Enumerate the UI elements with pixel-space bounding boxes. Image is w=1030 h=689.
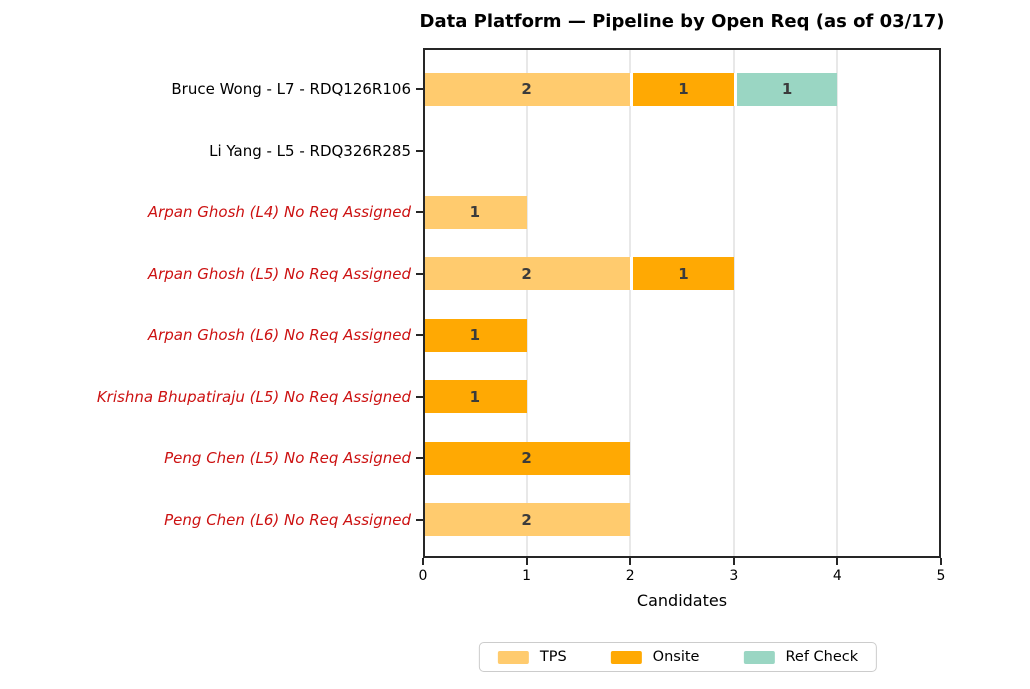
category-label: Krishna Bhupatiraju (L5) No Req Assigned <box>96 387 411 406</box>
y-tick-mark <box>416 395 423 398</box>
x-tick-label: 3 <box>729 568 739 584</box>
category-label: Bruce Wong - L7 - RDQ126R106 <box>171 80 411 98</box>
x-tick-label: 4 <box>832 568 842 584</box>
legend-swatch-icon <box>497 650 529 664</box>
x-tick-label: 1 <box>522 568 532 584</box>
y-tick-mark <box>416 518 423 521</box>
legend-item-onsite: Onsite <box>610 649 700 665</box>
x-tick-mark <box>940 558 942 565</box>
gridline <box>836 48 839 558</box>
bar-value-label: 1 <box>469 387 481 406</box>
x-tick-label: 0 <box>418 568 428 584</box>
bar-segment-ref-check: 1 <box>733 72 838 106</box>
bar-segment-onsite: 1 <box>630 72 734 106</box>
bar-segment-onsite: 1 <box>423 318 527 352</box>
legend-label: Ref Check <box>785 649 859 665</box>
x-tick-mark <box>836 558 839 565</box>
bar-row: 2 <box>423 441 941 475</box>
y-axis-labels: Bruce Wong - L7 - RDQ126R106 Li Yang - L5… <box>0 48 411 558</box>
bar-segment-tps: 1 <box>423 195 527 229</box>
bar-value-label: 1 <box>781 80 793 98</box>
legend-swatch-icon <box>610 650 642 664</box>
gridline <box>525 48 528 558</box>
x-tick-mark <box>629 558 632 565</box>
bar-row: 2 1 1 <box>423 72 941 106</box>
bar-row: 1 <box>423 318 941 352</box>
bar-segment-onsite: 1 <box>630 257 734 290</box>
bar-segment-tps: 2 <box>423 72 631 106</box>
bar-row: 1 <box>423 195 941 229</box>
x-axis-label: Candidates <box>636 591 728 610</box>
y-tick-mark <box>416 211 423 213</box>
bar-segment-tps: 2 <box>423 257 631 290</box>
chart-title: Data Platform — Pipeline by Open Req (as… <box>419 11 945 32</box>
category-label: Arpan Ghosh (L6) No Req Assigned <box>147 326 411 344</box>
category-label: Peng Chen (L5) No Req Assigned <box>164 449 411 467</box>
x-tick-mark <box>732 558 735 565</box>
bar-row: 1 <box>423 380 941 413</box>
gridline <box>629 48 632 558</box>
legend-item-tps: TPS <box>497 649 567 665</box>
y-tick-mark <box>416 457 423 459</box>
legend-label: TPS <box>539 649 567 665</box>
bar-row: 2 <box>423 503 941 536</box>
bar-value-label: 2 <box>521 510 532 529</box>
bar-value-label: 2 <box>521 449 532 467</box>
bar-value-label: 2 <box>521 264 532 283</box>
y-tick-mark <box>416 334 423 336</box>
y-tick-mark <box>416 149 423 152</box>
bar-segment-onsite: 2 <box>423 441 631 475</box>
bar-value-label: 1 <box>678 264 689 283</box>
legend-swatch-icon <box>743 650 775 664</box>
bar-value-label: 1 <box>678 80 689 98</box>
bar-value-label: 1 <box>469 203 481 221</box>
bar-value-label: 1 <box>469 326 481 344</box>
legend: TPS Onsite Ref Check <box>478 642 878 672</box>
gridline <box>732 48 735 558</box>
bar-segment-onsite: 1 <box>423 380 527 413</box>
category-label: Li Yang - L5 - RDQ326R285 <box>209 141 411 160</box>
x-tick-label: 5 <box>936 568 946 584</box>
plot-frame <box>423 48 941 558</box>
bar-segment-tps: 2 <box>423 503 631 536</box>
category-label: Arpan Ghosh (L4) No Req Assigned <box>147 203 411 221</box>
bar-row <box>423 134 941 167</box>
x-tick-mark <box>525 558 528 565</box>
legend-item-ref-check: Ref Check <box>743 649 858 665</box>
category-label: Peng Chen (L6) No Req Assigned <box>164 510 411 529</box>
bar-value-label: 2 <box>521 80 532 98</box>
y-tick-mark <box>416 88 423 90</box>
y-tick-mark <box>416 272 423 275</box>
x-tick-label: 2 <box>625 568 635 584</box>
category-label: Arpan Ghosh (L5) No Req Assigned <box>147 264 411 283</box>
x-tick-mark <box>422 558 424 565</box>
legend-label: Onsite <box>652 649 700 665</box>
